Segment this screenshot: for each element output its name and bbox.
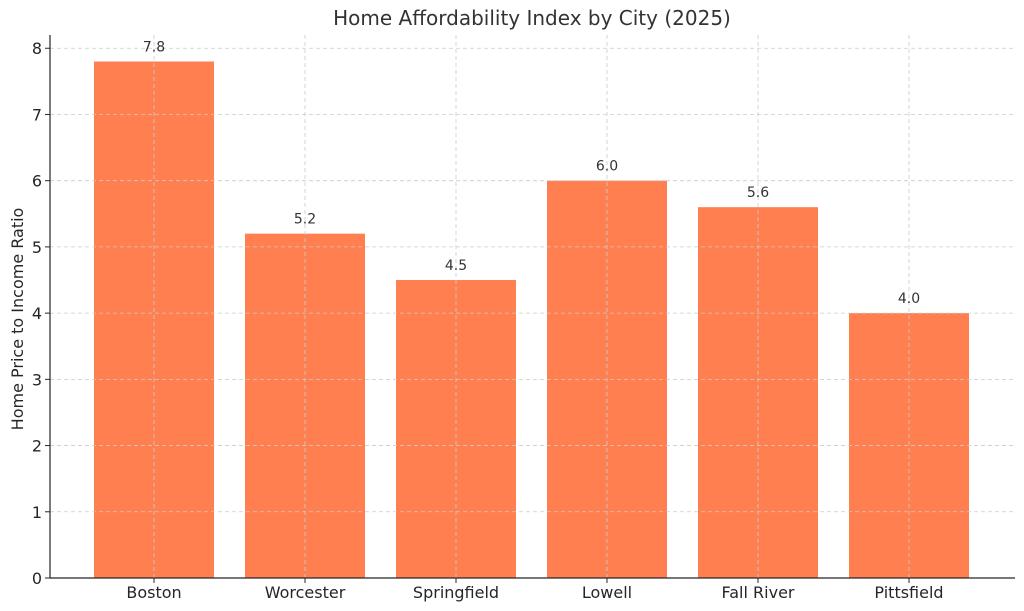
y-axis-title: Home Price to Income Ratio [8, 208, 27, 431]
bar-value-label: 4.5 [445, 258, 467, 274]
bar-value-label: 4.0 [898, 291, 920, 307]
y-tick-label: 2 [32, 437, 42, 456]
y-tick-label: 0 [32, 569, 42, 588]
bar-value-label: 5.2 [294, 212, 316, 228]
y-tick-label: 8 [32, 39, 42, 58]
x-tick-label: Pittsfield [874, 583, 943, 602]
y-tick-label: 6 [32, 172, 42, 191]
bar-value-label: 7.8 [143, 39, 165, 55]
y-tick-label: 7 [32, 105, 42, 124]
x-tick-label: Lowell [582, 583, 632, 602]
bar-value-label: 5.6 [747, 185, 769, 201]
x-tick-label: Worcester [265, 583, 346, 602]
bar-value-label: 6.0 [596, 159, 618, 175]
y-tick-label: 4 [32, 304, 42, 323]
data-labels: 7.8 5.2 4.5 6.0 5.6 4.0 [143, 39, 920, 307]
chart-title: Home Affordability Index by City (2025) [333, 6, 731, 30]
y-tick-label: 1 [32, 503, 42, 522]
x-tick-label: Fall River [722, 583, 795, 602]
x-tick-label: Boston [126, 583, 181, 602]
axes [49, 35, 1015, 579]
bars [94, 61, 969, 579]
tick-labels: 0 1 2 3 4 5 6 7 8 Boston Worcester Springfield Lowel… [32, 39, 944, 602]
x-tick-label: Springfield [413, 583, 499, 602]
y-tick-label: 5 [32, 238, 42, 257]
y-tick-label: 3 [32, 370, 42, 389]
